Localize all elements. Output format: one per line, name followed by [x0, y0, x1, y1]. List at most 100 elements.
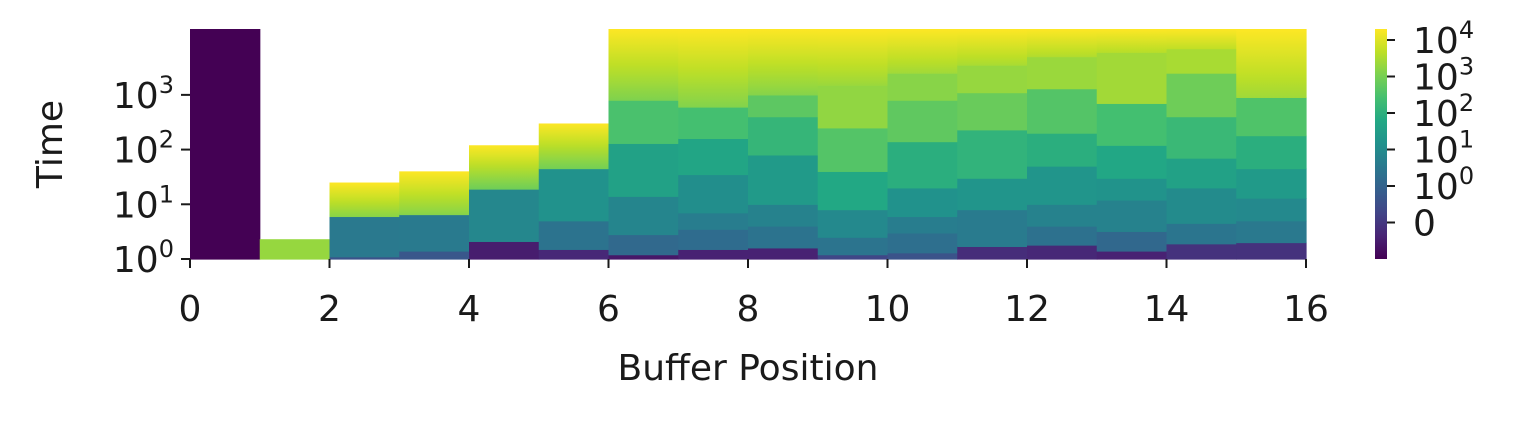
heatmap-cell: [1236, 29, 1307, 98]
heatmap-cell: [1236, 242, 1307, 260]
heatmap-cell: [817, 127, 889, 172]
heatmap-cell: [1166, 116, 1237, 159]
y-tick-label: 102: [113, 126, 174, 172]
heatmap-cell: [887, 187, 958, 218]
heatmap-cell: [957, 178, 1028, 211]
heatmap-cell: [1166, 158, 1237, 189]
x-tick-label: 4: [458, 289, 481, 330]
heatmap-cell: [329, 216, 400, 258]
heatmap-cell: [1027, 88, 1098, 134]
heatmap-cell: [538, 168, 610, 222]
heatmap-cell: [817, 85, 889, 129]
heatmap-cell: [957, 246, 1028, 260]
heatmap-cell: [887, 232, 958, 254]
heatmap-cell: [887, 100, 958, 143]
heatmap-cell: [608, 100, 679, 144]
heatmap-cell: [1096, 199, 1168, 232]
heatmap-cell: [748, 247, 819, 260]
heatmap-cell: [678, 212, 749, 230]
heatmap-cell: [329, 256, 400, 260]
heatmap-cell: [957, 129, 1028, 179]
heatmap-cell: [608, 29, 679, 101]
heatmap-cell: [817, 29, 889, 86]
x-tick-label: 0: [179, 289, 202, 330]
heatmap-cell: [887, 73, 958, 101]
heatmap-cell: [1027, 56, 1098, 90]
heatmap-cell: [190, 29, 261, 260]
heatmap-cell: [1166, 187, 1237, 224]
x-tick-label: 2: [318, 289, 341, 330]
y-axis: 100 101 102 103: [113, 71, 190, 281]
colorbar-gradient: [1375, 29, 1387, 259]
heatmap-cell: [748, 226, 819, 249]
heatmap-cell: [1027, 245, 1098, 260]
x-axis: 0 2 4 6 8 10 12 14 16: [179, 259, 1329, 330]
colorbar-tick-label: 104: [1413, 16, 1474, 62]
heatmap-cell: [329, 182, 400, 218]
heatmap-cell: [817, 237, 889, 256]
heatmap-cell: [608, 196, 679, 236]
heatmap-cell: [608, 234, 679, 256]
colorbar-tick-label: 102: [1413, 89, 1474, 135]
heatmap-cell: [887, 216, 958, 234]
heatmap-cell: [469, 189, 540, 242]
heatmap-cell: [1096, 231, 1168, 252]
heatmap-cell: [957, 92, 1028, 131]
heatmap-cell: [748, 116, 819, 156]
x-tick-label: 12: [1004, 289, 1050, 330]
heatmap-cell: [957, 29, 1028, 66]
y-tick-label: 100: [113, 235, 174, 281]
heatmap-cell: [469, 145, 540, 190]
heatmap-cell: [1027, 204, 1098, 227]
y-tick-label: 101: [113, 180, 174, 226]
heatmap-cell: [1166, 73, 1237, 118]
heatmap-cell: [678, 29, 749, 108]
heatmap-cell: [748, 154, 819, 205]
heatmap-cell: [887, 29, 958, 74]
x-tick-label: 10: [865, 289, 911, 330]
heatmap-cell: [538, 123, 610, 170]
heatmap-cell: [678, 174, 749, 214]
x-tick-label: 16: [1283, 289, 1329, 330]
heatmap-cell: [817, 209, 889, 238]
heatmap-cell: [887, 141, 958, 189]
heatmap-cell: [538, 220, 610, 250]
heatmap-cell: [1096, 251, 1168, 260]
heatmap-cell: [817, 254, 889, 260]
heatmap-cell: [1166, 29, 1237, 50]
heatmap-cell: [1236, 168, 1307, 199]
heatmap-cell: [1096, 29, 1168, 53]
heatmap-cell: [1236, 135, 1307, 170]
heatmap-cell: [1027, 133, 1098, 167]
heatmap-cell: [1027, 166, 1098, 205]
x-tick-label: 14: [1144, 289, 1190, 330]
heatmap-cell: [1166, 48, 1237, 74]
heatmap-cell: [1166, 243, 1237, 260]
x-axis-label: Buffer Position: [618, 348, 879, 389]
heatmap-cell: [259, 239, 331, 260]
heatmap-cell: [1027, 226, 1098, 246]
heatmap-cell: [1096, 145, 1168, 179]
heatmap-cell: [678, 249, 749, 260]
colorbar-tick-label: 101: [1413, 125, 1474, 171]
colorbar-tick-label: 100: [1413, 162, 1474, 208]
heatmap-cell: [887, 252, 958, 260]
heatmap-cell: [678, 138, 749, 176]
heatmap-cell: [1096, 52, 1168, 104]
x-tick-label: 8: [737, 289, 760, 330]
heatmap-cell: [399, 214, 470, 252]
colorbar-tick-label: 0: [1413, 203, 1436, 244]
heatmap-cell: [678, 107, 749, 140]
heatmap-cell: [817, 171, 889, 211]
heatmap-cell: [748, 204, 819, 227]
heatmap-cell: [1096, 178, 1168, 201]
heatmap-cell: [399, 251, 470, 260]
heatmap-cell: [678, 229, 749, 250]
heatmap-cell: [399, 171, 470, 216]
heatmap-cells: [190, 29, 1307, 260]
heatmap-cell: [1096, 103, 1168, 146]
heatmap-cell: [748, 94, 819, 118]
